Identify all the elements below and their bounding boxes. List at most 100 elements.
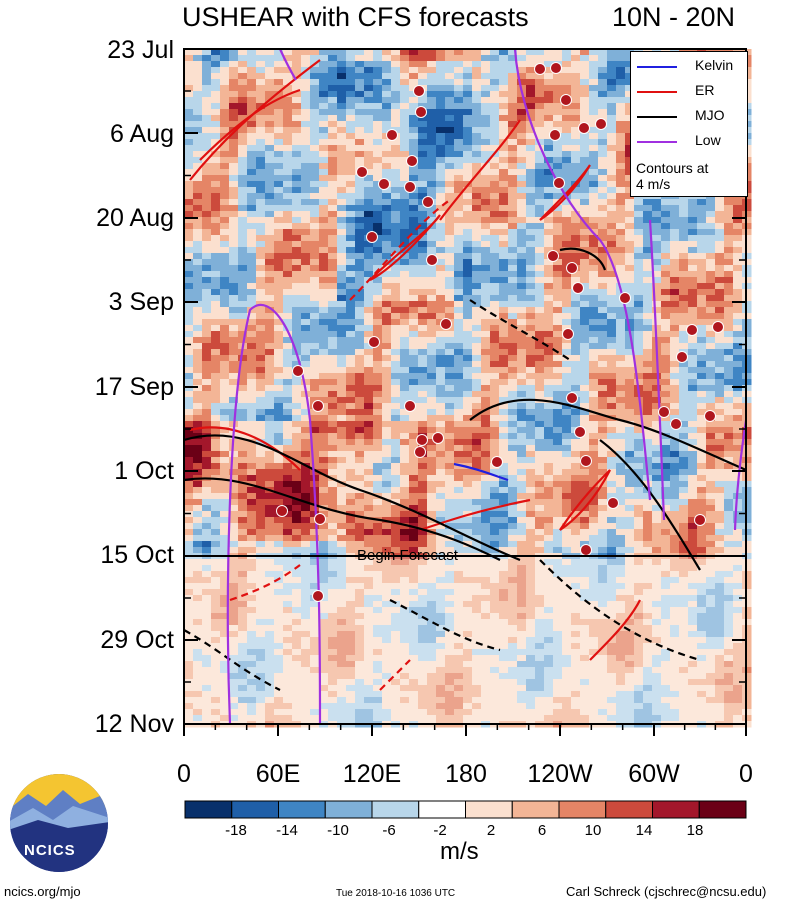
shading-cell <box>283 325 293 332</box>
shading-cell <box>544 427 554 434</box>
shading-cell <box>346 115 356 122</box>
shading-cell <box>319 247 329 254</box>
shading-cell <box>553 517 563 524</box>
shading-cell <box>391 445 401 452</box>
shading-cell <box>391 349 401 356</box>
shading-cell <box>418 79 428 86</box>
shading-cell <box>706 385 716 392</box>
shading-cell <box>382 49 392 56</box>
shading-cell <box>418 487 428 494</box>
shading-cell <box>526 133 536 140</box>
shading-cell <box>562 439 572 446</box>
shading-cell <box>229 475 239 482</box>
shading-cell <box>562 367 572 374</box>
shading-cell <box>193 223 203 230</box>
shading-cell <box>427 361 437 368</box>
shading-cell <box>472 61 482 68</box>
shading-cell <box>625 265 635 272</box>
shading-cell <box>697 211 707 218</box>
shading-cell <box>364 301 374 308</box>
shading-cell <box>517 163 527 170</box>
shading-cell <box>409 229 419 236</box>
shading-cell <box>670 379 680 386</box>
shading-cell <box>373 211 383 218</box>
shading-cell <box>346 91 356 98</box>
shading-cell <box>355 187 365 194</box>
shading-cell <box>292 511 302 518</box>
shading-cell <box>679 379 689 386</box>
shading-cell <box>562 409 572 416</box>
shading-cell <box>535 283 545 290</box>
shading-cell <box>337 121 347 128</box>
shading-cell <box>346 85 356 92</box>
shading-cell <box>337 229 347 236</box>
shading-cell <box>229 145 239 152</box>
shading-cell <box>490 199 500 206</box>
shading-cell <box>733 397 743 404</box>
shading-cell <box>571 139 581 146</box>
shading-cell <box>256 373 266 380</box>
shading-cell <box>202 163 212 170</box>
shading-cell <box>508 361 518 368</box>
shading-cell <box>400 481 410 488</box>
shading-cell <box>301 163 311 170</box>
shading-cell <box>571 343 581 350</box>
shading-cell <box>382 103 392 110</box>
shading-cell <box>661 271 671 278</box>
shading-cell <box>634 331 644 338</box>
shading-cell <box>454 505 464 512</box>
shading-cell <box>607 175 617 182</box>
shading-cell <box>184 307 194 314</box>
shading-cell <box>355 175 365 182</box>
shading-cell <box>373 379 383 386</box>
shading-cell <box>382 499 392 506</box>
shading-cell <box>400 247 410 254</box>
shading-cell <box>346 415 356 422</box>
shading-cell <box>472 469 482 476</box>
shading-cell <box>679 235 689 242</box>
shading-cell <box>535 73 545 80</box>
shading-cell <box>391 205 401 212</box>
shading-cell <box>679 505 689 512</box>
shading-cell <box>454 295 464 302</box>
shading-cell <box>571 373 581 380</box>
shading-cell <box>436 511 446 518</box>
shading-cell <box>463 115 473 122</box>
shading-cell <box>391 475 401 482</box>
shading-cell <box>463 151 473 158</box>
shading-cell <box>616 85 626 92</box>
shading-cell <box>400 259 410 266</box>
shading-cell <box>616 373 626 380</box>
shading-cell <box>481 427 491 434</box>
shading-cell <box>553 151 563 158</box>
shading-cell <box>670 307 680 314</box>
shading-cell <box>211 397 221 404</box>
shading-cell <box>346 523 356 530</box>
shading-cell <box>571 55 581 62</box>
shading-cell <box>526 145 536 152</box>
shading-cell <box>328 319 338 326</box>
shading-cell <box>427 385 437 392</box>
shading-cell <box>562 187 572 194</box>
shading-cell <box>562 379 572 386</box>
shading-cell <box>499 421 509 428</box>
shading-cell <box>220 499 230 506</box>
shading-cell <box>454 349 464 356</box>
shading-cell <box>400 169 410 176</box>
shading-cell <box>544 199 554 206</box>
shading-cell <box>247 397 257 404</box>
shading-cell <box>715 295 725 302</box>
shading-cell <box>508 493 518 500</box>
shading-cell <box>193 235 203 242</box>
shading-cell <box>310 193 320 200</box>
shading-cell <box>265 337 275 344</box>
shading-cell <box>481 67 491 74</box>
shading-cell <box>733 241 743 248</box>
shading-cell <box>247 61 257 68</box>
shading-cell <box>589 331 599 338</box>
shading-cell <box>598 517 608 524</box>
shading-cell <box>535 427 545 434</box>
shading-cell <box>373 61 383 68</box>
shading-cell <box>256 511 266 518</box>
shading-cell <box>364 319 374 326</box>
